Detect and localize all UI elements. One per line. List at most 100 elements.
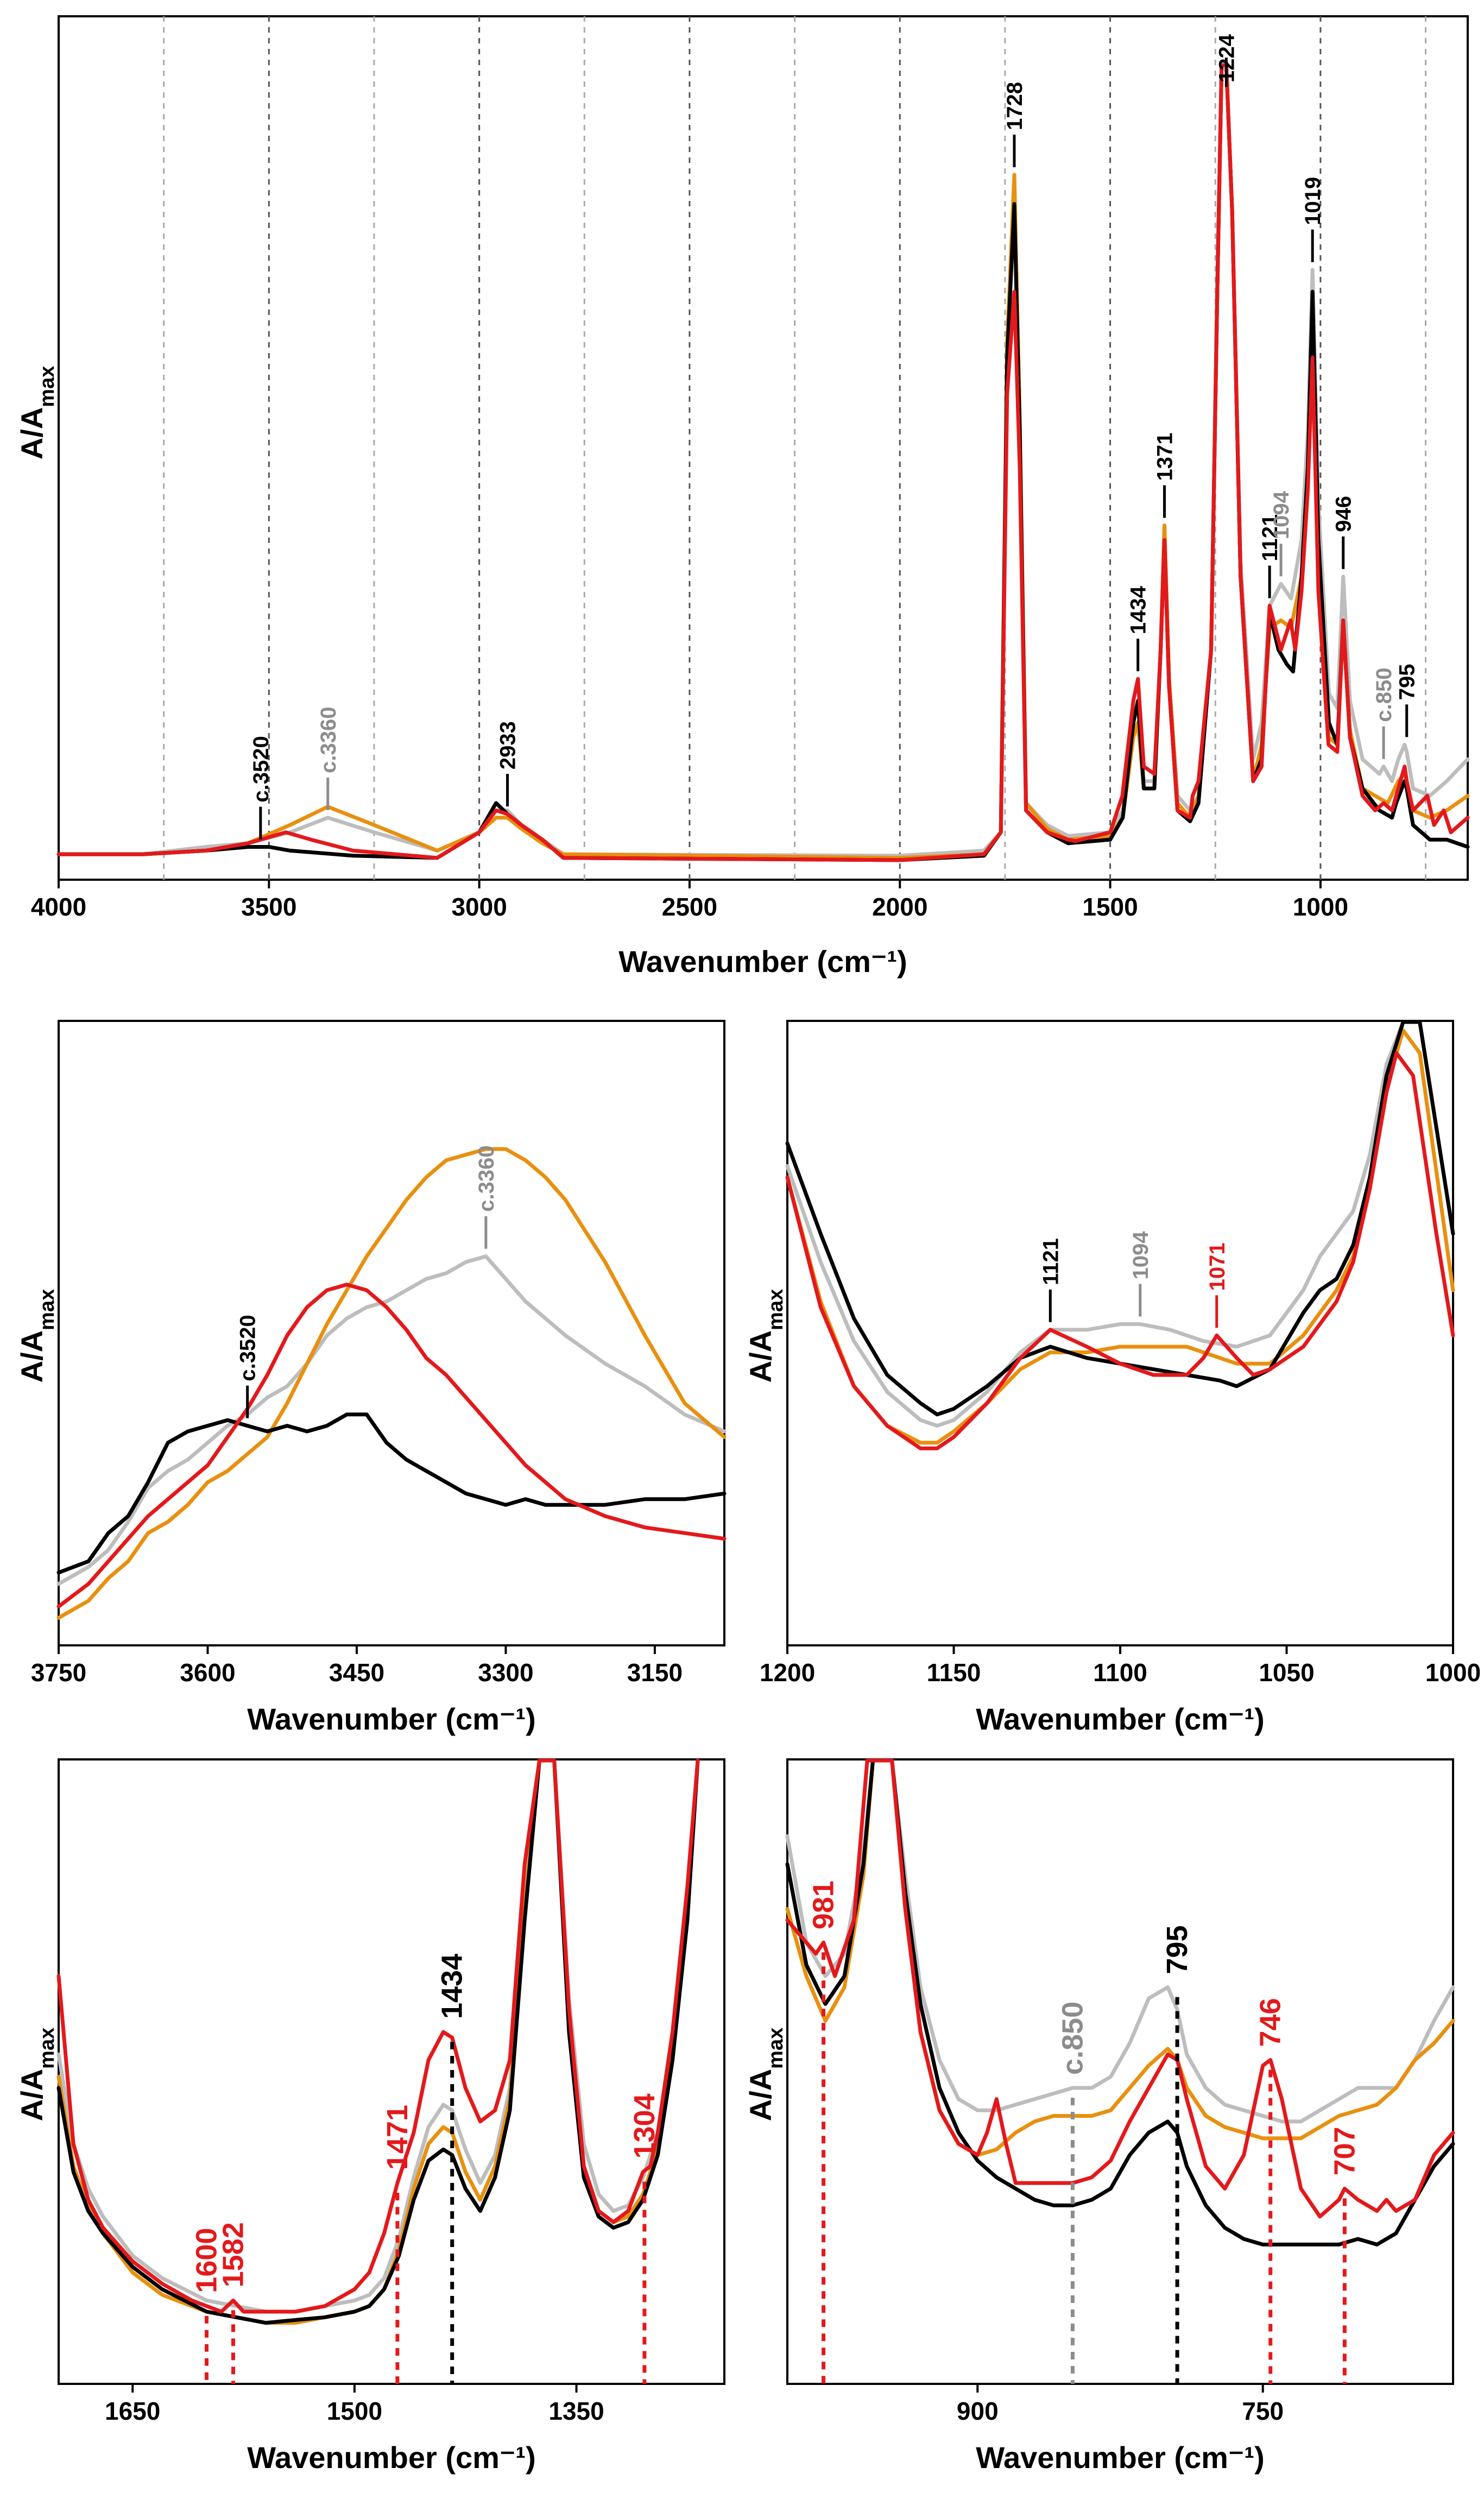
annotation-1000-650-c.850: c.850 [1056, 2002, 1089, 2075]
panel-1200-1000: 1121 1094 1071 1200 1150 1100 1050 1000 Wavenu… [743, 1020, 1481, 1736]
annotation-1000-650-981: 981 [807, 1880, 840, 1929]
x-tick-label-1000-650-750: 750 [1242, 2397, 1284, 2425]
y-axis-label-1200-1000: A/Amax [743, 1289, 787, 1383]
annotation-full-946: 946 [1332, 496, 1356, 532]
series-1000-650-orange [785, 1758, 1455, 2157]
series-full-red [56, 63, 1470, 862]
series-1700-1250-black [56, 1758, 700, 2325]
annotation-full-1121: 1121 [1258, 514, 1282, 561]
y-axis-label-1000-650: A/Amax [743, 2028, 787, 2122]
annotation-full-1224: 1224 [1215, 34, 1239, 83]
x-ticks-1200-1000: 1200 1150 1100 1050 1000 [760, 1645, 1481, 1687]
x-axis-label-oh: Wavenumber (cm⁻¹) [247, 1702, 536, 1736]
annotations-1200-1000: 1121 1094 1071 [1039, 1231, 1229, 1328]
annotation-full-1019: 1019 [1301, 177, 1325, 225]
x-tick-label-full-1500: 1500 [1082, 893, 1138, 921]
annotation-1700-1250-1471: 1471 [381, 2105, 414, 2170]
x-ticks-oh: 3750 3600 3450 3300 3150 [31, 1645, 683, 1687]
x-tick-label-full-4000: 4000 [31, 893, 86, 921]
x-tick-label-1200-1000-1150: 1150 [927, 1658, 981, 1687]
x-tick-label-1700-1250-1500: 1500 [327, 2397, 382, 2425]
y-axis-label-full: A/Amax [15, 366, 59, 460]
series-oh-region-orange [56, 1147, 727, 1620]
series-1700-1250-red [56, 1758, 700, 2314]
annotation-1700-1250-1600: 1600 [190, 2228, 223, 2293]
x-tick-label-full-3500: 3500 [241, 893, 296, 921]
annotation-1200-1000-1121: 1121 [1039, 1238, 1063, 1285]
plot-frame-1000-650 [786, 1758, 1454, 2385]
annotation-full-795: 795 [1395, 664, 1419, 701]
annotations-oh: c.3520 c.3360 [236, 1145, 498, 1418]
annotation-1700-1250-1304: 1304 [628, 2093, 661, 2159]
x-tick-label-1000-650-900: 900 [957, 2397, 999, 2425]
grid-lines-full [163, 16, 1427, 880]
annotation-full-c.3520: c.3520 [249, 736, 273, 802]
annotation-full-1094: 1094 [1270, 491, 1293, 540]
series-1700-1250-orange [56, 1758, 700, 2325]
series-1200-1000-orange [785, 1028, 1455, 1445]
annotation-1700-1250-1434: 1434 [436, 1954, 469, 2019]
x-tick-label-full-2000: 2000 [872, 893, 927, 921]
annotation-1000-650-795: 795 [1161, 1925, 1193, 1974]
x-tick-label-full-3000: 3000 [451, 893, 507, 921]
series-group-full [56, 63, 1470, 862]
annotation-full-c.850: c.850 [1372, 668, 1396, 722]
x-ticks-full: 4000 3500 3000 2500 2000 1500 1000 [31, 880, 1348, 921]
x-tick-label-1200-1000-1200: 1200 [760, 1658, 815, 1687]
annotation-oh-region-c.3360: c.3360 [475, 1145, 498, 1211]
x-tick-label-oh-region-3750: 3750 [31, 1658, 86, 1687]
x-tick-label-1200-1000-1050: 1050 [1259, 1658, 1314, 1687]
annotation-1200-1000-1071: 1071 [1205, 1242, 1229, 1291]
annotation-1200-1000-1094: 1094 [1129, 1231, 1153, 1280]
y-axis-label-1700-1250: A/Amax [15, 2028, 59, 2122]
series-oh-region-grey [56, 1254, 727, 1586]
series-group-1700-1250 [56, 1758, 700, 2325]
x-axis-label-1200-1000: Wavenumber (cm⁻¹) [976, 1702, 1265, 1736]
annotation-1000-650-746: 746 [1254, 1998, 1287, 2047]
annotation-full-2933: 2933 [496, 721, 520, 769]
series-group-oh [56, 1147, 727, 1620]
series-group-1000-650 [785, 1758, 1455, 2246]
series-1000-650-grey [785, 1758, 1455, 2124]
annotation-full-1434: 1434 [1127, 585, 1151, 634]
series-1000-650-red [785, 1758, 1455, 2219]
x-tick-label-full-2500: 2500 [662, 893, 717, 921]
plot-frame-oh [58, 1020, 725, 1646]
annotations-full: c.3520 c.3360 2933 1728 1434 1371 1224 11211094… [249, 34, 1419, 840]
x-tick-label-1200-1000-1100: 1100 [1093, 1658, 1147, 1687]
y-axis-label-oh: A/Amax [15, 1289, 59, 1383]
series-oh-region-red [56, 1283, 727, 1608]
x-tick-label-1700-1250-1350: 1350 [548, 2397, 604, 2425]
annotation-1000-650-707: 707 [1328, 2126, 1361, 2175]
x-ticks-1700-1250: 1650 1500 1350 [105, 2384, 604, 2425]
annotation-full-c.3360: c.3360 [317, 706, 340, 773]
panel-1000-650: 981 c.850 795 746 707 900 750 Wavenumber (cm⁻… [743, 1758, 1455, 2475]
series-1700-1250-grey [56, 1758, 700, 2314]
annotation-1700-1250-1582: 1582 [217, 2222, 249, 2287]
x-tick-label-oh-region-3600: 3600 [180, 1658, 235, 1687]
x-tick-label-oh-region-3300: 3300 [478, 1658, 533, 1687]
x-axis-label-full: Wavenumber (cm⁻¹) [618, 944, 907, 979]
plot-frame-1200-1000 [786, 1020, 1454, 1646]
series-1200-1000-red [785, 1051, 1455, 1450]
x-tick-label-oh-region-3450: 3450 [329, 1658, 384, 1687]
plot-frame-1700-1250 [58, 1758, 725, 2385]
x-tick-label-oh-region-3150: 3150 [627, 1658, 683, 1687]
x-tick-label-full-1000: 1000 [1293, 893, 1348, 921]
series-group-1200-1000 [785, 1020, 1455, 1450]
x-axis-label-1700-1250: Wavenumber (cm⁻¹) [247, 2440, 536, 2475]
annotation-full-1371: 1371 [1153, 433, 1177, 481]
x-tick-label-1200-1000-1000: 1000 [1425, 1658, 1481, 1687]
plot-frame-full [58, 15, 1469, 881]
x-ticks-1000-650: 900 750 [957, 2384, 1284, 2425]
panel-full: c.3520 c.3360 2933 1728 1434 1371 1224 11211094… [15, 15, 1470, 979]
annotation-oh-region-c.3520: c.3520 [236, 1315, 260, 1381]
series-1200-1000-grey [785, 1020, 1455, 1428]
panel-oh-region: c.3520 c.3360 3750 3600 3450 3300 3150 Wavenu… [15, 1020, 727, 1736]
x-axis-label-1000-650: Wavenumber (cm⁻¹) [976, 2440, 1265, 2475]
annotation-full-1728: 1728 [1003, 82, 1027, 130]
series-1200-1000-black [785, 1020, 1455, 1417]
